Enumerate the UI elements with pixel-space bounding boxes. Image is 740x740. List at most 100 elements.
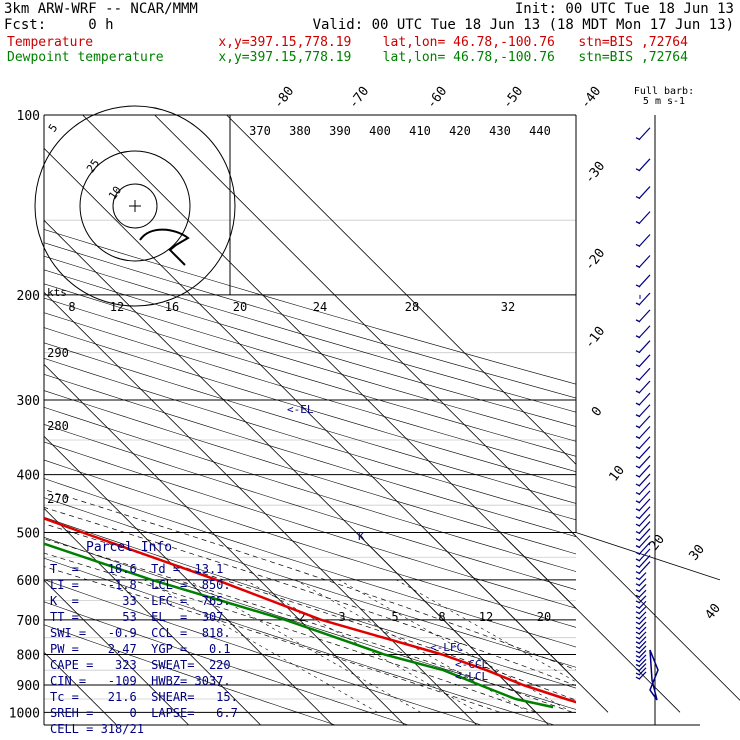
dry-adiabat-420: [44, 312, 576, 472]
mixing-ratio-upper-20: 20: [233, 300, 247, 314]
wind-barb-flag: [638, 274, 651, 288]
isotherm--30: [44, 507, 261, 725]
dry-adiabat-320: [44, 478, 576, 648]
parcel-info-row: CELL = 318/21: [50, 722, 144, 736]
pressure-label-800: 800: [17, 648, 40, 663]
forecast-hour: Fcst: 0 h: [4, 17, 114, 33]
model-title: 3km ARW-WRF -- NCAR/MMM: [4, 1, 198, 17]
annotation-lcl: <-LCL: [455, 670, 488, 683]
low-level-barbs: [649, 649, 659, 701]
wind-barb-flag: [638, 606, 647, 615]
dry-adiabat-290: [44, 537, 576, 710]
temp-tick--80: -80: [271, 84, 297, 112]
temp-tick--10: -10: [582, 324, 608, 352]
theta-label-370: 370: [249, 124, 271, 138]
init-time: Init: 00 UTC Tue 18 Jun 13: [514, 1, 734, 17]
mixing-ratio-upper-8: 8: [68, 300, 75, 314]
parcel-info-row: LI = -1.8 LCL = 850.: [50, 578, 231, 592]
dry-adiabat-280: [44, 557, 555, 725]
outer-edge: [575, 532, 721, 581]
hodograph-ring-label-5: 5: [46, 122, 60, 135]
pressure-label-600: 600: [17, 574, 40, 589]
theta-label-380: 380: [289, 124, 311, 138]
wind-barb-flag: [638, 436, 651, 450]
mixing-ratio-lower-3: 3: [338, 610, 345, 624]
wind-barb-flag: [638, 234, 651, 247]
mixing-ratio-upper-28: 28: [405, 300, 419, 314]
theta-left-label-280: 280: [47, 419, 69, 433]
dry-adiabat-390: [44, 358, 576, 521]
temp-tick--50: -50: [500, 84, 526, 112]
wind-barb-flag: [638, 482, 651, 496]
wind-barb-flag: [638, 616, 647, 625]
wind-barb-flag: [638, 325, 651, 339]
parcel-info-row: T = 18.6 Td = 13.1: [50, 562, 224, 576]
theta-label-440: 440: [529, 124, 551, 138]
dry-adiabat-440: [44, 283, 576, 442]
theta-label-400: 400: [369, 124, 391, 138]
annotation-el: <-EL: [287, 403, 314, 416]
wind-barb-flag: [638, 528, 651, 542]
dry-adiabat-480: [44, 229, 576, 385]
mixing-ratio-upper-32: 32: [501, 300, 515, 314]
wind-barb-flag: [638, 671, 647, 680]
annotation-ccl: <-CCL: [455, 658, 488, 671]
wind-barb-flag: [638, 631, 647, 640]
dry-adiabat-460: [44, 255, 576, 413]
pressure-label-400: 400: [17, 469, 40, 484]
mixing-ratio-3: [187, 579, 421, 713]
wind-barb-flag: [638, 541, 651, 555]
isotherm-outer-10: [355, 532, 537, 713]
dewpoint-profile: [44, 542, 554, 709]
hodograph-ring-10: [79, 150, 191, 262]
wind-barb-flag: [638, 158, 651, 172]
parcel-info-row: Tc = 21.6 SHEAR= 15.: [50, 690, 238, 704]
dry-adiabat-410: [44, 327, 576, 488]
isotherm-outer-20: [427, 532, 609, 713]
wind-barb-flag: [638, 600, 647, 609]
mixing-ratio-upper-16: 16: [165, 300, 179, 314]
isotherm-outer-40: [571, 532, 740, 701]
isotherm--20: [44, 435, 333, 725]
wind-barb-flag: [638, 521, 651, 534]
pressure-label-500: 500: [17, 527, 40, 542]
wind-barb-flag: [638, 186, 651, 199]
wind-barb-flag: [638, 255, 651, 268]
wind-barb-flag: [638, 636, 647, 645]
wind-barb-flag: [638, 127, 651, 141]
hodograph-ring-label-10: 10: [106, 184, 124, 202]
wind-barb-flag: [638, 506, 651, 520]
wind-barb-flag: [638, 464, 651, 478]
hodograph-ring-label-25: 25: [84, 157, 102, 175]
wind-barb-flag: [638, 292, 651, 306]
hodograph-trace: [139, 228, 190, 266]
dry-adiabat-430: [44, 297, 576, 457]
wind-barb-flag: [638, 578, 647, 587]
wind-barb-flag: [638, 640, 647, 649]
wind-barb-flag: [638, 555, 651, 568]
temperature-legend-line: Temperature x,y=397.15,778.19 lat,lon= 4…: [7, 35, 688, 50]
pressure-label-1000: 1000: [9, 706, 40, 721]
wind-barb-flag: [638, 584, 647, 593]
wind-barb-flag: [638, 595, 647, 604]
parcel-info-row: CAPE = 323 SWEAT= 220: [50, 658, 231, 672]
theta-label-410: 410: [409, 124, 431, 138]
wind-barb-flag: [638, 380, 651, 394]
mixing-ratio-lower-2: 2: [298, 610, 305, 624]
isotherm-50: [226, 115, 576, 465]
wind-barb-flag: [638, 589, 647, 598]
pressure-label-300: 300: [17, 394, 40, 409]
parcel-info-row: TT = 53 EL = 307.: [50, 610, 231, 624]
wind-barb-flag: [638, 473, 651, 487]
pressure-label-100: 100: [17, 109, 40, 124]
wind-legend-units: 5 m s-1: [643, 96, 685, 107]
temp-tick-30: 30: [687, 542, 708, 564]
mixing-ratio-upper-12: 12: [110, 300, 124, 314]
hodograph-ring-25: [34, 105, 236, 307]
wind-barb-flag: [638, 455, 651, 469]
parcel-info-title: Parcel Info: [86, 540, 173, 555]
temperature-profile: [44, 517, 576, 704]
wind-barb-flag: [638, 667, 647, 676]
temp-tick-40: 40: [703, 601, 724, 623]
isotherm-outer-30: [499, 532, 681, 713]
